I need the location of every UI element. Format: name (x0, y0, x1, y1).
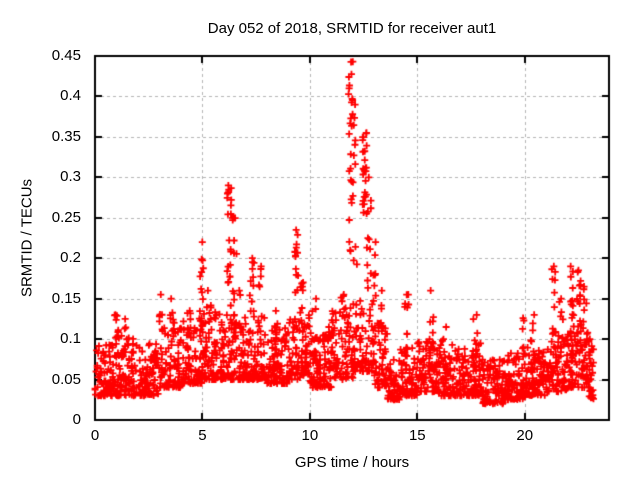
x-tick-label: 5 (198, 427, 207, 444)
y-tick-label: 0.25 (51, 208, 81, 226)
y-tick-label: 0.15 (51, 289, 81, 307)
x-tick-label: 15 (408, 427, 426, 444)
x-axis-label: GPS time / hours (294, 454, 410, 471)
y-axis-label: SRMTID / TECUs (18, 178, 36, 298)
x-tick-label: 20 (516, 427, 534, 444)
y-tick-label: 0.2 (60, 249, 81, 267)
x-tick-label: 10 (301, 427, 319, 444)
y-tick-label: 0.3 (60, 168, 81, 186)
y-tick-label: 0.1 (60, 330, 81, 348)
x-tick-label: 0 (90, 427, 100, 444)
y-tick-label: 0.4 (60, 87, 81, 105)
chart-title: Day 052 of 2018, SRMTID for receiver aut… (207, 20, 497, 37)
y-tick-label: 0 (72, 411, 81, 428)
y-tick-label: 0.05 (51, 370, 81, 388)
y-tick-label: 0.45 (51, 47, 81, 64)
y-tick-label: 0.35 (51, 127, 81, 145)
